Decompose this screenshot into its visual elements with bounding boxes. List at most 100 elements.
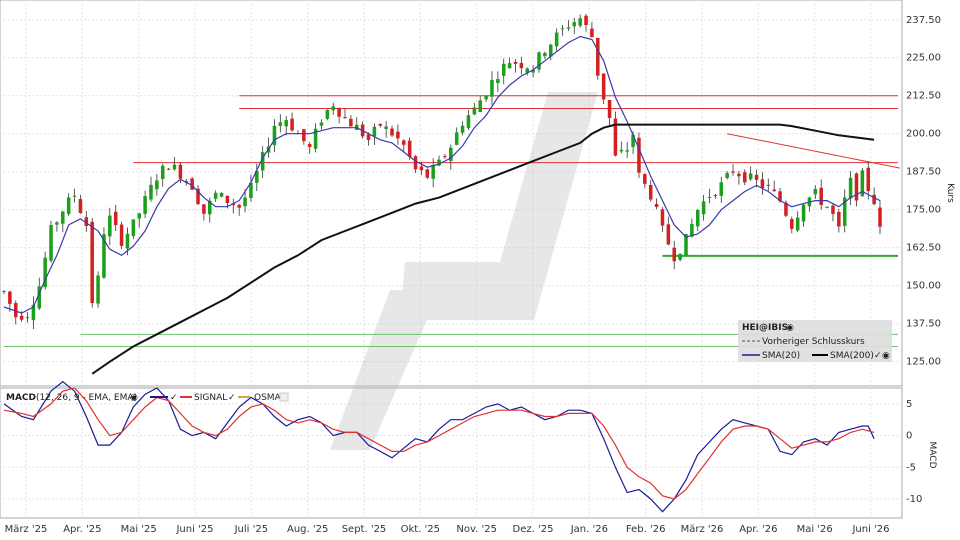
candle-body (13, 303, 18, 318)
macd-title: MACD (6, 393, 36, 403)
candle-body (449, 147, 453, 161)
candle-body (860, 170, 865, 197)
candle-body (208, 200, 212, 215)
legend-config-icon[interactable]: ◉ (882, 351, 890, 361)
candle-body (55, 222, 59, 225)
x-tick-label: Mai '26 (797, 524, 833, 535)
macd-tick-label: 5 (906, 399, 912, 410)
candle-body (378, 124, 383, 126)
candle-body (501, 63, 506, 76)
x-tick-label: März '26 (681, 524, 724, 535)
x-tick-label: Juni '25 (175, 524, 213, 535)
candle-body (260, 152, 265, 171)
price-tick-label: 137.50 (906, 319, 941, 330)
candle-body (37, 286, 42, 309)
candle-body (760, 179, 765, 188)
candle-body (190, 178, 194, 190)
candle-body (319, 122, 324, 126)
candle-body (584, 15, 588, 26)
candle-body (607, 99, 612, 118)
macd-config-icon[interactable]: ◉ (130, 393, 138, 403)
legend-check-icon[interactable]: ✓ (874, 351, 882, 361)
candle-body (384, 126, 388, 130)
x-tick-label: Apr. '25 (63, 524, 101, 535)
candle-body (566, 27, 571, 29)
price-tick-label: 225.00 (906, 53, 941, 64)
candle-body (149, 184, 153, 200)
candle-body (202, 204, 206, 214)
candle-body (672, 247, 676, 262)
signal-check-icon[interactable]: ✓ (228, 393, 236, 403)
candle-body (631, 134, 635, 147)
candle-body (507, 63, 512, 69)
candle-body (419, 166, 424, 171)
candle-body (519, 63, 524, 69)
candle-body (837, 211, 841, 227)
price-legend: HEI@IBIS ◉ Vorheriger Schlusskurs SMA(20… (738, 320, 892, 362)
candle-body (560, 28, 565, 30)
price-tick-label: 175.00 (906, 205, 941, 216)
candle-body (848, 177, 853, 199)
candle-body (443, 156, 447, 158)
candle-body (601, 73, 606, 100)
x-tick-label: Aug. '25 (287, 524, 328, 535)
candle-body (172, 164, 177, 170)
candle-body (402, 140, 406, 145)
candle-body (472, 107, 477, 115)
candle-body (431, 165, 435, 179)
candle-body (496, 78, 500, 84)
macd-axis-label: MACD (927, 442, 937, 469)
x-tick-label: Mai '25 (121, 524, 157, 535)
candle-body (160, 165, 165, 180)
candle-body (537, 52, 541, 70)
macd-legend: MACD (12, 26, 9 - EMA, EMA) ◉ ✓ SIGNAL ✓… (6, 392, 289, 403)
candle-body (854, 173, 859, 201)
candle-body (125, 233, 130, 249)
macd-tick-label: -5 (906, 462, 916, 473)
candle-body (554, 32, 559, 47)
candle-body (72, 195, 77, 197)
candle-body (113, 211, 118, 226)
legend-symbol-icon[interactable]: ◉ (786, 323, 794, 333)
price-tick-label: 187.50 (906, 167, 941, 178)
candle-body (84, 217, 89, 226)
candle-body (8, 291, 12, 304)
x-tick-label: Juli '25 (234, 524, 269, 535)
x-tick-label: Apr. '26 (739, 524, 777, 535)
candle-body (131, 219, 136, 236)
candle-body (725, 173, 729, 178)
price-axis-label: Kurs (945, 183, 955, 203)
x-tick-label: Sept. '25 (342, 524, 387, 535)
candle-body (278, 122, 283, 126)
price-tick-label: 162.50 (906, 243, 941, 254)
candle-body (108, 215, 112, 237)
candle-body (460, 125, 465, 133)
candle-body (613, 118, 618, 156)
candle-body (825, 206, 829, 208)
macd-params: (12, 26, 9 - EMA, EMA) (36, 393, 137, 403)
x-tick-label: März '25 (5, 524, 48, 535)
candle-body (784, 202, 788, 216)
candle-body (596, 37, 600, 76)
candle-body (678, 253, 682, 260)
candle-body (748, 173, 753, 180)
macd-series-macd (3, 380, 875, 513)
candle-body (648, 184, 653, 200)
candle-body (155, 180, 159, 190)
candle-body (272, 125, 277, 146)
x-tick-label: Dez. '25 (513, 524, 554, 535)
watermark-logo (330, 92, 598, 450)
candle-body (531, 69, 535, 73)
candle-body (578, 18, 582, 26)
candle-body (237, 204, 241, 208)
candle-body (478, 100, 482, 113)
candle-body (637, 137, 641, 173)
macd-check-icon[interactable]: ✓ (170, 393, 178, 403)
candle-body (166, 168, 171, 170)
osma-label: OSMA (254, 393, 282, 403)
candle-body (772, 189, 776, 192)
candle-body (19, 315, 24, 320)
osma-checkbox[interactable] (279, 392, 289, 402)
price-tick-label: 125.00 (906, 357, 941, 368)
candle-body (813, 189, 818, 195)
